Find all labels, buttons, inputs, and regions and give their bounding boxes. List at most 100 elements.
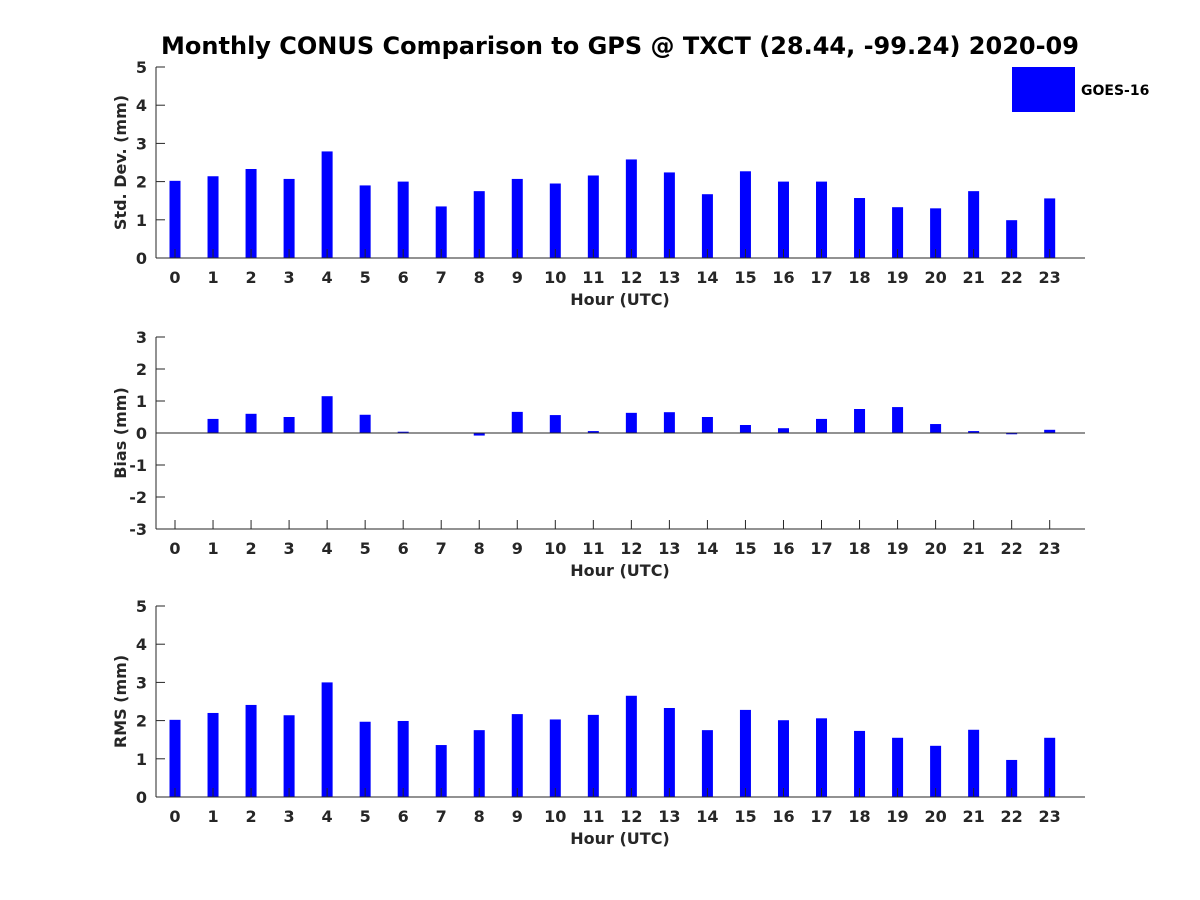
rms-x-tick-label: 10 bbox=[544, 807, 566, 826]
std-dev-y-tick-label: 0 bbox=[136, 249, 147, 268]
legend: GOES-16 bbox=[1012, 67, 1149, 112]
bias-y-tick-label: 1 bbox=[136, 392, 147, 411]
bias-bar-16 bbox=[777, 428, 789, 433]
rms-x-axis-label: Hour (UTC) bbox=[570, 829, 670, 848]
legend-swatch bbox=[1012, 67, 1075, 112]
std-dev-bar-21 bbox=[968, 191, 980, 258]
rms-y-axis-label: RMS (mm) bbox=[111, 655, 130, 748]
std-dev-bar-8 bbox=[473, 191, 485, 258]
rms-bar-15 bbox=[739, 709, 751, 797]
std-dev-bar-18 bbox=[854, 198, 866, 258]
bias-bar-21 bbox=[968, 431, 980, 433]
bias-bar-23 bbox=[1044, 429, 1056, 433]
bias-x-tick-label: 17 bbox=[810, 539, 832, 558]
std-dev-bar-14 bbox=[701, 194, 713, 258]
bias-y-tick-label: -2 bbox=[129, 488, 147, 507]
bias-bar-6 bbox=[397, 431, 409, 433]
rms-x-tick-label: 0 bbox=[169, 807, 180, 826]
std-dev-bar-10 bbox=[549, 183, 561, 258]
figure-title: Monthly CONUS Comparison to GPS @ TXCT (… bbox=[161, 32, 1079, 60]
std-dev-bar-22 bbox=[1006, 220, 1018, 258]
std-dev-bar-7 bbox=[435, 206, 447, 258]
std-dev-x-tick-label: 16 bbox=[772, 268, 794, 287]
bias-x-tick-label: 2 bbox=[245, 539, 256, 558]
std-dev-bar-11 bbox=[587, 175, 599, 258]
std-dev-bar-15 bbox=[739, 171, 751, 258]
rms-bar-12 bbox=[625, 695, 637, 797]
std-dev-x-tick-label: 4 bbox=[322, 268, 333, 287]
std-dev-y-tick-label: 1 bbox=[136, 211, 147, 230]
bias-y-tick-label: 0 bbox=[136, 424, 147, 443]
std-dev-x-tick-label: 9 bbox=[512, 268, 523, 287]
bias-bar-20 bbox=[930, 424, 942, 433]
std-dev-bar-17 bbox=[816, 181, 828, 258]
bias-x-tick-label: 13 bbox=[658, 539, 680, 558]
bias-bar-18 bbox=[854, 409, 866, 433]
std-dev-bar-0 bbox=[169, 180, 181, 258]
std-dev-x-tick-label: 0 bbox=[169, 268, 180, 287]
std-dev-x-tick-label: 17 bbox=[810, 268, 832, 287]
bias-x-tick-label: 0 bbox=[169, 539, 180, 558]
std-dev-x-tick-label: 20 bbox=[924, 268, 946, 287]
std-dev-x-tick-label: 2 bbox=[245, 268, 256, 287]
std-dev-x-tick-label: 6 bbox=[398, 268, 409, 287]
bias-bar-3 bbox=[283, 417, 295, 433]
rms-x-tick-label: 1 bbox=[207, 807, 218, 826]
rms-bar-21 bbox=[968, 729, 980, 797]
bias-bar-5 bbox=[359, 414, 371, 433]
bias-x-tick-label: 3 bbox=[284, 539, 295, 558]
std-dev-bar-23 bbox=[1044, 198, 1056, 258]
rms-bar-11 bbox=[587, 714, 599, 797]
std-dev-x-tick-label: 19 bbox=[886, 268, 908, 287]
rms-x-tick-label: 23 bbox=[1039, 807, 1061, 826]
bias-bar-13 bbox=[663, 412, 675, 433]
bias-x-tick-label: 21 bbox=[962, 539, 984, 558]
bias-x-tick-label: 20 bbox=[924, 539, 946, 558]
rms-y-tick-label: 2 bbox=[136, 712, 147, 731]
bias-bar-15 bbox=[739, 425, 751, 433]
rms-x-tick-label: 7 bbox=[436, 807, 447, 826]
bias-x-tick-label: 11 bbox=[582, 539, 604, 558]
rms-x-tick-label: 4 bbox=[322, 807, 333, 826]
rms-x-tick-label: 8 bbox=[474, 807, 485, 826]
rms-y-tick-label: 4 bbox=[136, 635, 147, 654]
rms-x-tick-label: 17 bbox=[810, 807, 832, 826]
bias-bar-12 bbox=[625, 412, 637, 433]
rms-y-tick-label: 5 bbox=[136, 597, 147, 616]
rms-x-tick-label: 19 bbox=[886, 807, 908, 826]
std-dev-x-tick-label: 1 bbox=[207, 268, 218, 287]
rms-x-tick-label: 5 bbox=[360, 807, 371, 826]
std-dev-x-tick-label: 18 bbox=[848, 268, 870, 287]
std-dev-bar-13 bbox=[663, 172, 675, 258]
std-dev-bar-4 bbox=[321, 151, 333, 258]
bias-x-tick-label: 14 bbox=[696, 539, 718, 558]
rms-y-tick-label: 1 bbox=[136, 750, 147, 769]
bias-x-tick-label: 15 bbox=[734, 539, 756, 558]
rms-bar-2 bbox=[245, 704, 257, 797]
rms-x-tick-label: 15 bbox=[734, 807, 756, 826]
rms-bar-14 bbox=[701, 730, 713, 797]
bias-x-tick-label: 6 bbox=[398, 539, 409, 558]
std-dev-y-tick-label: 2 bbox=[136, 173, 147, 192]
bias-bar-2 bbox=[245, 413, 257, 433]
rms-x-tick-label: 18 bbox=[848, 807, 870, 826]
std-dev-y-axis-label: Std. Dev. (mm) bbox=[111, 95, 130, 230]
std-dev-bar-20 bbox=[930, 208, 942, 258]
rms-bar-20 bbox=[930, 745, 942, 797]
rms-x-tick-label: 3 bbox=[284, 807, 295, 826]
bias-x-tick-label: 9 bbox=[512, 539, 523, 558]
bias-x-tick-label: 22 bbox=[1001, 539, 1023, 558]
std-dev-bar-9 bbox=[511, 178, 523, 258]
rms-y-tick-label: 0 bbox=[136, 788, 147, 807]
std-dev-bar-12 bbox=[625, 159, 637, 258]
rms-bar-0 bbox=[169, 719, 181, 797]
rms-bar-8 bbox=[473, 730, 485, 797]
std-dev-x-tick-label: 15 bbox=[734, 268, 756, 287]
bias-x-tick-label: 7 bbox=[436, 539, 447, 558]
rms-bar-6 bbox=[397, 720, 409, 797]
rms-x-tick-label: 2 bbox=[245, 807, 256, 826]
std-dev-x-tick-label: 8 bbox=[474, 268, 485, 287]
bias-bar-19 bbox=[892, 407, 904, 433]
rms-x-tick-label: 20 bbox=[924, 807, 946, 826]
